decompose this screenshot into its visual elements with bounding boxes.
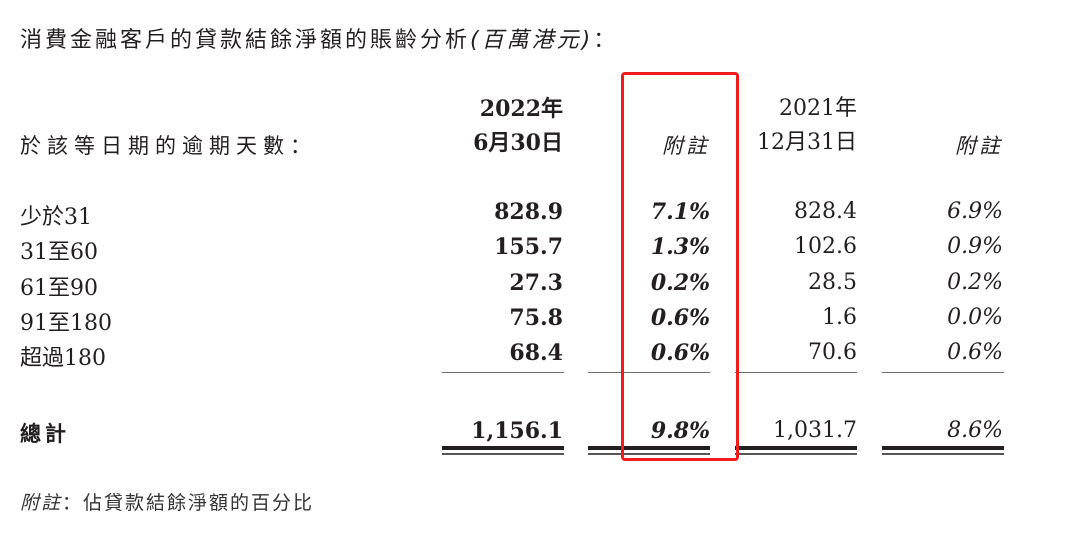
title-unit: (百萬港元) — [470, 28, 594, 53]
title-suffix: ： — [593, 28, 619, 53]
subtotal-rule — [442, 372, 564, 373]
total-double-rule — [882, 446, 1004, 450]
value-2022: 155.7 — [494, 234, 563, 260]
header-note-2022: 附註 — [662, 134, 710, 158]
subtotal-rule — [588, 372, 710, 373]
pct-2021: 6.9% — [947, 199, 1003, 224]
total-double-rule — [442, 446, 564, 450]
pct-2021: 0.2% — [947, 270, 1003, 295]
total-double-rule — [882, 453, 1004, 455]
value-2022: 828.9 — [494, 199, 563, 225]
total-double-rule — [735, 453, 857, 455]
table-title: 消費金融客戶的貸款結餘淨額的賬齡分析(百萬港元)： — [20, 22, 618, 54]
total-2021: 1,031.7 — [773, 418, 857, 443]
header-2021-year: 2021年 — [779, 96, 857, 121]
value-2022: 27.3 — [509, 270, 563, 296]
pct-2021: 0.9% — [947, 234, 1003, 259]
pct-2022: 1.3% — [650, 234, 710, 260]
value-2021: 28.5 — [808, 270, 857, 295]
total-pct-2021: 8.6% — [947, 418, 1003, 443]
title-text: 消費金融客戶的貸款結餘淨額的賬齡分析 — [20, 28, 471, 53]
footnote-key: 附註 — [20, 492, 63, 514]
row-label: 少於31 — [20, 205, 92, 230]
total-pct-2022: 9.8% — [650, 418, 710, 444]
total-double-rule — [588, 446, 710, 450]
value-2021: 828.4 — [794, 199, 857, 224]
value-2022: 75.8 — [509, 305, 563, 331]
pct-2022: 0.6% — [650, 340, 710, 366]
highlight-box — [621, 72, 739, 461]
total-double-rule — [588, 453, 710, 455]
footnote-text: ：佔貸款結餘淨額的百分比 — [62, 492, 315, 514]
header-2022-date: 6月30日 — [473, 130, 563, 156]
value-2021: 1.6 — [822, 305, 857, 330]
header-2022-year: 2022年 — [479, 96, 563, 122]
total-label: 總計 — [20, 422, 70, 446]
total-double-rule — [442, 453, 564, 455]
header-2021-date: 12月31日 — [757, 130, 857, 155]
row-label: 31至60 — [20, 240, 98, 265]
pct-2022: 7.1% — [650, 199, 710, 225]
total-2022: 1,156.1 — [471, 418, 563, 444]
value-2021: 102.6 — [794, 234, 857, 259]
header-note-2021: 附註 — [955, 134, 1003, 158]
footnote: 附註：佔貸款結餘淨額的百分比 — [20, 488, 314, 515]
pct-2021: 0.6% — [947, 340, 1003, 365]
total-double-rule — [735, 446, 857, 450]
subtotal-rule — [735, 372, 857, 373]
row-label: 61至90 — [20, 276, 98, 301]
value-2022: 68.4 — [509, 340, 563, 366]
row-label: 超過180 — [20, 346, 106, 371]
value-2021: 70.6 — [808, 340, 857, 365]
row-label: 91至180 — [20, 311, 112, 336]
pct-2022: 0.2% — [650, 270, 710, 296]
subtotal-rule — [882, 372, 1004, 373]
pct-2021: 0.0% — [947, 305, 1003, 330]
pct-2022: 0.6% — [650, 305, 710, 331]
header-row-label: 於該等日期的逾期天數： — [20, 134, 317, 158]
